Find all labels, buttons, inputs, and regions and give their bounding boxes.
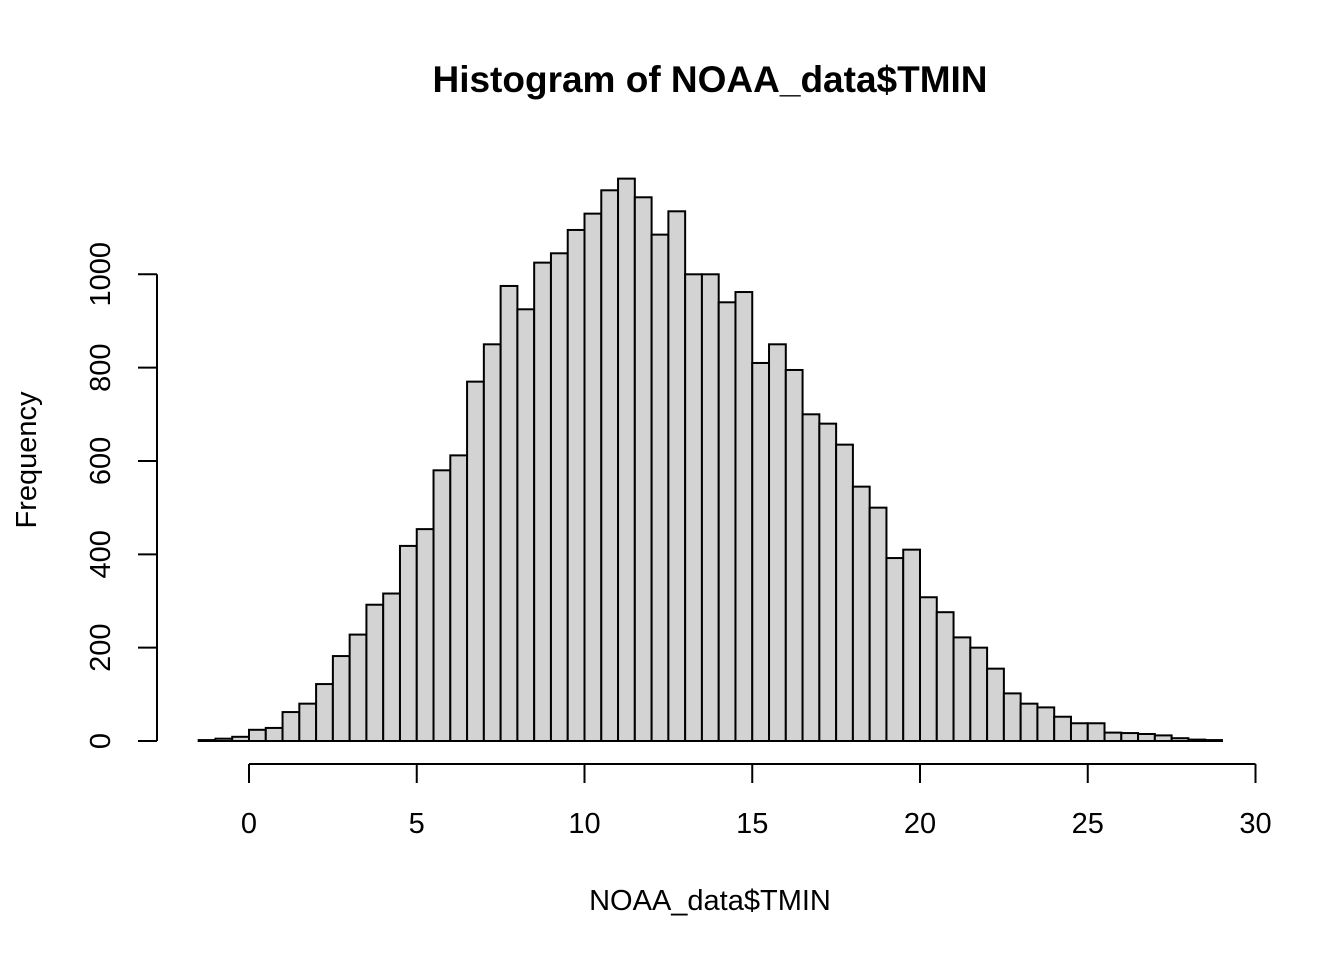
- histogram-bar: [600, 189, 620, 742]
- histogram-bar: [1086, 722, 1106, 742]
- histogram-bar: [868, 506, 888, 742]
- y-tick-label: 200: [85, 623, 117, 671]
- histogram-bar: [231, 735, 251, 742]
- histogram-bar: [298, 702, 318, 742]
- histogram-bar: [516, 308, 536, 742]
- histogram-bar: [801, 413, 821, 742]
- histogram-bar: [935, 611, 955, 742]
- histogram-bar: [248, 728, 267, 742]
- histogram-bar: [566, 228, 586, 742]
- x-axis-label: NOAA_data$TMIN: [589, 885, 831, 917]
- y-axis: 0 200 400 600 800 1000: [85, 242, 158, 749]
- histogram-bar: [331, 655, 351, 743]
- histogram-bar: [650, 233, 670, 742]
- histogram-bar: [633, 196, 653, 742]
- histogram-bar: [851, 485, 871, 742]
- x-tick-label: 15: [736, 808, 768, 840]
- histogram-bar: [432, 469, 452, 742]
- histogram-bar: [348, 633, 368, 743]
- x-tick-label: 0: [241, 808, 257, 840]
- histogram-bar: [382, 592, 401, 743]
- histogram-bar: [214, 737, 234, 743]
- histogram-bar: [1137, 732, 1156, 743]
- histogram-bar: [902, 548, 921, 743]
- y-tick-label: 0: [85, 733, 117, 749]
- y-axis-label: Frequency: [11, 391, 43, 529]
- histogram-bar: [1002, 692, 1022, 743]
- x-tick-label: 5: [409, 808, 425, 840]
- histogram-bar: [1204, 739, 1223, 742]
- histogram-bar: [1053, 715, 1072, 743]
- histogram-bar: [969, 646, 989, 742]
- histogram-bar: [1187, 738, 1207, 743]
- x-tick-label: 20: [904, 808, 936, 840]
- histogram-bar: [499, 284, 519, 742]
- histogram-bar: [885, 557, 905, 742]
- histogram-bar: [449, 454, 469, 742]
- histogram-bar: [952, 636, 972, 742]
- x-axis: 0 5 10 15 20 25 30: [241, 763, 1272, 840]
- histogram-bar: [1153, 734, 1173, 742]
- bars-group: [197, 177, 1223, 743]
- y-tick-label: 400: [85, 530, 117, 578]
- histogram-bar: [818, 422, 838, 742]
- histogram-bar: [768, 343, 787, 742]
- histogram-bar: [734, 291, 754, 742]
- histogram-bar: [751, 361, 771, 742]
- histogram-bar: [1019, 702, 1039, 742]
- histogram-bar: [549, 252, 569, 742]
- histogram-bar: [415, 528, 435, 743]
- y-tick-label: 800: [85, 343, 117, 391]
- histogram-bar: [482, 343, 502, 742]
- histogram-bar: [583, 212, 603, 742]
- histogram-bar: [365, 603, 385, 742]
- histogram-bar: [466, 380, 485, 742]
- histogram-bar: [700, 273, 720, 742]
- histogram-bar: [919, 596, 938, 743]
- histogram-bar: [197, 739, 217, 742]
- histogram-bar: [533, 261, 552, 742]
- histogram-bar: [398, 544, 418, 742]
- histogram-bar: [986, 667, 1005, 742]
- histogram-bar: [617, 177, 636, 742]
- histogram-bar: [717, 301, 737, 742]
- x-tick-label: 30: [1239, 808, 1271, 840]
- histogram-bar: [264, 726, 284, 742]
- histogram-bar: [1036, 706, 1056, 742]
- histogram-bar: [281, 711, 301, 742]
- histogram-bar: [1103, 731, 1123, 743]
- histogram-bar: [684, 273, 703, 742]
- x-tick-label: 25: [1072, 808, 1104, 840]
- histogram-bar: [1170, 737, 1190, 743]
- histogram-bar: [784, 368, 804, 742]
- x-tick-label: 10: [568, 808, 600, 840]
- y-tick-label: 1000: [85, 242, 117, 307]
- histogram-bar: [835, 443, 854, 742]
- y-tick-label: 600: [85, 437, 117, 485]
- histogram-bar: [315, 683, 334, 743]
- histogram-bar: [667, 210, 687, 743]
- histogram-bar: [1120, 732, 1140, 743]
- histogram-bar: [1069, 722, 1089, 742]
- chart-title: Histogram of NOAA_data$TMIN: [432, 59, 987, 100]
